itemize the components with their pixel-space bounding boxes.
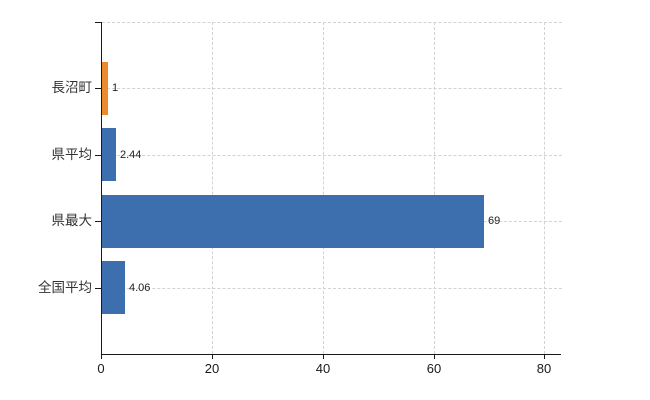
category-label: 全国平均 — [38, 280, 92, 295]
x-tick-label: 60 — [426, 361, 442, 376]
x-tick-label: 40 — [315, 361, 331, 376]
value-label: 1 — [112, 82, 119, 94]
x-tick-mark — [323, 354, 324, 359]
x-tick-mark — [434, 354, 435, 359]
y-tick-mark — [95, 288, 101, 289]
category-label: 県最大 — [51, 213, 93, 228]
data-bar — [102, 261, 125, 314]
y-axis-line — [101, 22, 102, 359]
category-label: 県平均 — [51, 147, 93, 162]
y-tick-mark — [95, 221, 101, 222]
grid-line-vertical — [433, 22, 435, 354]
value-label: 69 — [488, 215, 501, 227]
y-axis-top-tick — [95, 22, 101, 23]
grid-line-horizontal — [102, 154, 562, 156]
category-label: 長沼町 — [51, 80, 93, 95]
y-tick-mark — [95, 88, 101, 89]
grid-line-vertical — [322, 22, 324, 354]
x-tick-mark — [544, 354, 545, 359]
data-bar — [102, 62, 108, 115]
x-tick-label: 0 — [97, 361, 105, 376]
data-bar — [102, 128, 116, 181]
grid-line-horizontal — [102, 287, 562, 289]
x-tick-label: 80 — [536, 361, 552, 376]
x-axis-line — [101, 354, 561, 355]
value-label: 2.44 — [120, 149, 142, 161]
y-tick-mark — [95, 155, 101, 156]
grid-line-horizontal — [102, 88, 562, 90]
grid-line-vertical — [544, 22, 546, 354]
x-tick-label: 20 — [204, 361, 220, 376]
x-tick-mark — [212, 354, 213, 359]
grid-line-vertical — [211, 22, 213, 354]
data-bar — [102, 195, 484, 248]
value-label: 4.06 — [129, 282, 151, 294]
grid-line-horizontal — [102, 22, 562, 23]
